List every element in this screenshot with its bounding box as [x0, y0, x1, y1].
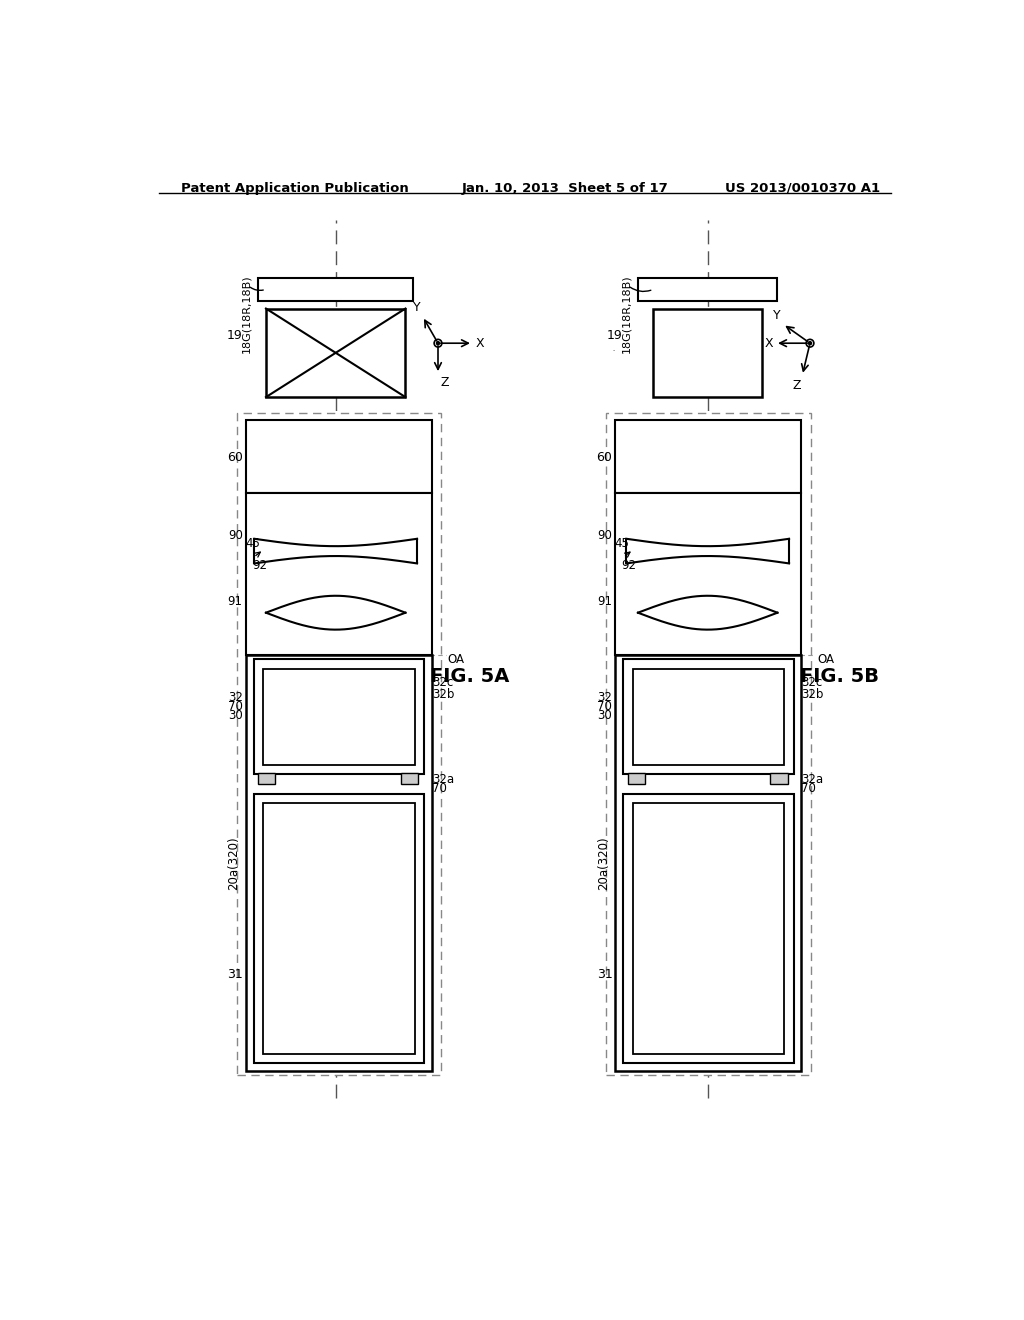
Text: 32b: 32b [802, 688, 824, 701]
Bar [246, 494, 432, 655]
Text: 92: 92 [252, 558, 267, 572]
Bar [638, 277, 777, 301]
Bar [606, 413, 811, 1074]
Text: 30: 30 [228, 709, 243, 722]
Text: 70: 70 [802, 781, 816, 795]
Text: 32a: 32a [432, 772, 454, 785]
Text: 60: 60 [597, 450, 612, 463]
Text: Z: Z [793, 379, 801, 392]
Bar [615, 655, 802, 1071]
Text: Z: Z [440, 376, 449, 388]
Bar [653, 309, 762, 397]
Text: X: X [764, 337, 773, 350]
Circle shape [809, 342, 812, 345]
Text: 31: 31 [227, 968, 243, 981]
Text: FIG. 5B: FIG. 5B [800, 667, 879, 685]
Bar [258, 277, 414, 301]
Text: OA: OA [447, 653, 464, 665]
Text: 20a(320): 20a(320) [227, 836, 241, 890]
Bar [254, 793, 424, 1063]
Text: 32: 32 [597, 690, 612, 704]
Text: 45: 45 [614, 537, 630, 550]
Text: 70: 70 [597, 700, 612, 713]
Text: 60: 60 [227, 450, 243, 463]
Text: Patent Application Publication: Patent Application Publication [180, 182, 409, 194]
Bar [770, 774, 787, 784]
Text: 18G(18R,18B): 18G(18R,18B) [622, 275, 632, 352]
Text: FIG. 5A: FIG. 5A [430, 667, 510, 685]
Bar [624, 793, 794, 1063]
Bar [258, 774, 275, 784]
Text: 92: 92 [622, 558, 637, 572]
Text: 32c: 32c [802, 676, 822, 689]
Bar [615, 494, 802, 655]
Text: 32b: 32b [432, 688, 455, 701]
Bar [633, 669, 784, 766]
Text: 31: 31 [597, 968, 612, 981]
Bar [246, 420, 432, 494]
Text: 18G(18R,18B): 18G(18R,18B) [242, 275, 252, 352]
Text: X: X [475, 337, 483, 350]
Text: 30: 30 [598, 709, 612, 722]
Text: 32c: 32c [432, 676, 453, 689]
Bar [633, 803, 784, 1053]
Text: 70: 70 [432, 781, 446, 795]
Bar [254, 659, 424, 775]
Bar [237, 413, 441, 1074]
Text: 20a(320): 20a(320) [597, 836, 610, 890]
Text: 90: 90 [597, 529, 612, 543]
Bar [628, 774, 645, 784]
Text: 45: 45 [245, 537, 260, 550]
Text: 19: 19 [227, 329, 243, 342]
Bar [400, 774, 418, 784]
Text: 91: 91 [227, 594, 243, 607]
Text: Y: Y [414, 301, 421, 314]
Text: 32a: 32a [802, 772, 823, 785]
Bar [246, 655, 432, 1071]
Text: 91: 91 [597, 594, 612, 607]
Bar [615, 420, 802, 494]
Bar [624, 659, 794, 775]
Text: Y: Y [773, 309, 780, 322]
Text: 90: 90 [227, 529, 243, 543]
Bar [263, 669, 415, 766]
Text: 70: 70 [227, 700, 243, 713]
Circle shape [436, 342, 439, 345]
Text: US 2013/0010370 A1: US 2013/0010370 A1 [725, 182, 880, 194]
Bar [266, 309, 406, 397]
Text: Jan. 10, 2013  Sheet 5 of 17: Jan. 10, 2013 Sheet 5 of 17 [461, 182, 668, 194]
Text: OA: OA [817, 653, 834, 665]
Text: 32: 32 [227, 690, 243, 704]
Text: 19: 19 [607, 329, 623, 342]
Bar [263, 803, 415, 1053]
